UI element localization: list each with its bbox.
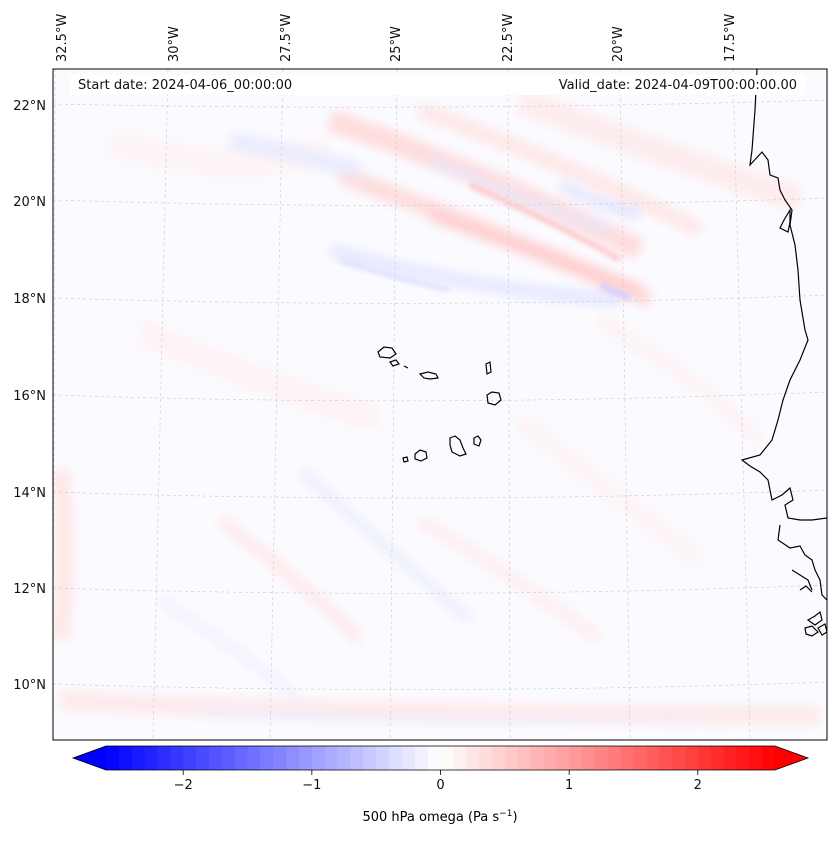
colorbar-segment (298, 746, 313, 770)
lon-label: 25°W (389, 26, 404, 62)
colorbar-segment (697, 746, 712, 770)
colorbar-segment (414, 746, 429, 770)
colorbar-extend-high (775, 746, 808, 770)
colorbar-segment (106, 746, 120, 770)
colorbar-segment (363, 746, 377, 770)
lon-label: 27.5°W (279, 14, 294, 62)
colorbar-segment (646, 746, 660, 770)
colorbar-outline (71, 745, 810, 771)
colorbar-segment (389, 746, 403, 770)
colorbar-segment (183, 746, 197, 770)
colorbar-tick-label: −1 (302, 778, 321, 793)
lat-label: 14°N (13, 486, 46, 501)
colorbar-segment (530, 746, 545, 770)
colorbar-segment (607, 746, 622, 770)
colorbar-segment (157, 746, 171, 770)
colorbar-segment (582, 746, 596, 770)
lat-label: 18°N (13, 292, 46, 307)
colorbar-segment (569, 746, 583, 770)
colorbar-segment (350, 746, 364, 770)
colorbar-segment (144, 746, 159, 770)
colorbar-segment (466, 746, 480, 770)
colorbar-segment (311, 746, 326, 770)
colorbar-segment (659, 746, 673, 770)
colorbar-segment (672, 746, 686, 770)
colorbar-segment (118, 746, 133, 770)
colorbar-segment (736, 746, 750, 770)
colorbar-segment (504, 746, 519, 770)
longitude-labels: 32.5°W 30°W 27.5°W 25°W 22.5°W 20°W 17.5… (55, 14, 738, 62)
start-date-label: Start date: 2024-04-06_00:00:00 (78, 77, 293, 93)
colorbar-extend-low (73, 746, 106, 770)
colorbar-tick-label: 0 (436, 778, 444, 793)
colorbar-segment (170, 746, 184, 770)
colorbar-segment (221, 746, 236, 770)
colorbar-segment (260, 746, 274, 770)
omega-field (53, 87, 821, 725)
colorbar-segment (684, 746, 699, 770)
colorbar-segment (131, 746, 146, 770)
colorbar-segment (491, 746, 506, 770)
valid-date-label: Valid_date: 2024-04-09T00:00:00.00 (558, 77, 797, 93)
colorbar-segment (479, 746, 493, 770)
cape-verde-islands (377, 346, 502, 463)
colorbar-segments (106, 746, 776, 770)
latitude-labels: 22°N 20°N 18°N 16°N 14°N 12°N 10°N (13, 99, 46, 693)
lat-label: 12°N (13, 582, 46, 597)
lat-label: 22°N (13, 99, 46, 114)
lon-label: 20°W (611, 26, 626, 62)
colorbar-segment (208, 746, 223, 770)
lon-label: 30°W (167, 26, 182, 62)
colorbar-segment (710, 746, 725, 770)
colorbar-segment (273, 746, 287, 770)
lat-label: 20°N (13, 195, 46, 210)
colorbar-segment (594, 746, 609, 770)
coastline (740, 69, 827, 637)
colorbar-segment (427, 746, 442, 770)
lon-label: 17.5°W (723, 14, 738, 62)
colorbar-segment (762, 746, 776, 770)
colorbar-tick-label: −2 (174, 778, 193, 793)
lat-label: 10°N (13, 678, 46, 693)
colorbar-segment (376, 746, 390, 770)
colorbar-label: 500 hPa omega (Pa s−1) (362, 809, 517, 825)
colorbar-segment (453, 746, 467, 770)
colorbar-tick-label: 1 (565, 778, 573, 793)
colorbar-segment (543, 746, 557, 770)
lon-label: 22.5°W (501, 14, 516, 62)
lat-label: 16°N (13, 389, 46, 404)
colorbar-segment (556, 746, 570, 770)
map-background (53, 69, 827, 740)
colorbar-segment (517, 746, 532, 770)
colorbar-ticks: −2 −1 0 1 2 (174, 770, 702, 793)
colorbar-segment (324, 746, 339, 770)
colorbar-segment (401, 746, 416, 770)
colorbar-segment (337, 746, 352, 770)
colorbar: −2 −1 0 1 2 500 hPa omega (Pa s−1) (71, 745, 810, 825)
colorbar-segment (196, 746, 210, 770)
colorbar-segment (620, 746, 635, 770)
colorbar-segment (247, 746, 261, 770)
colorbar-segment (440, 746, 454, 770)
lon-label: 32.5°W (55, 14, 70, 62)
colorbar-segment (286, 746, 300, 770)
colorbar-tick-label: 2 (694, 778, 702, 793)
colorbar-segment (234, 746, 249, 770)
colorbar-segment (633, 746, 647, 770)
colorbar-segment (723, 746, 738, 770)
info-bar: Start date: 2024-04-06_00:00:00 Valid_da… (70, 75, 805, 95)
map-frame (52, 68, 828, 741)
colorbar-segment (749, 746, 763, 770)
